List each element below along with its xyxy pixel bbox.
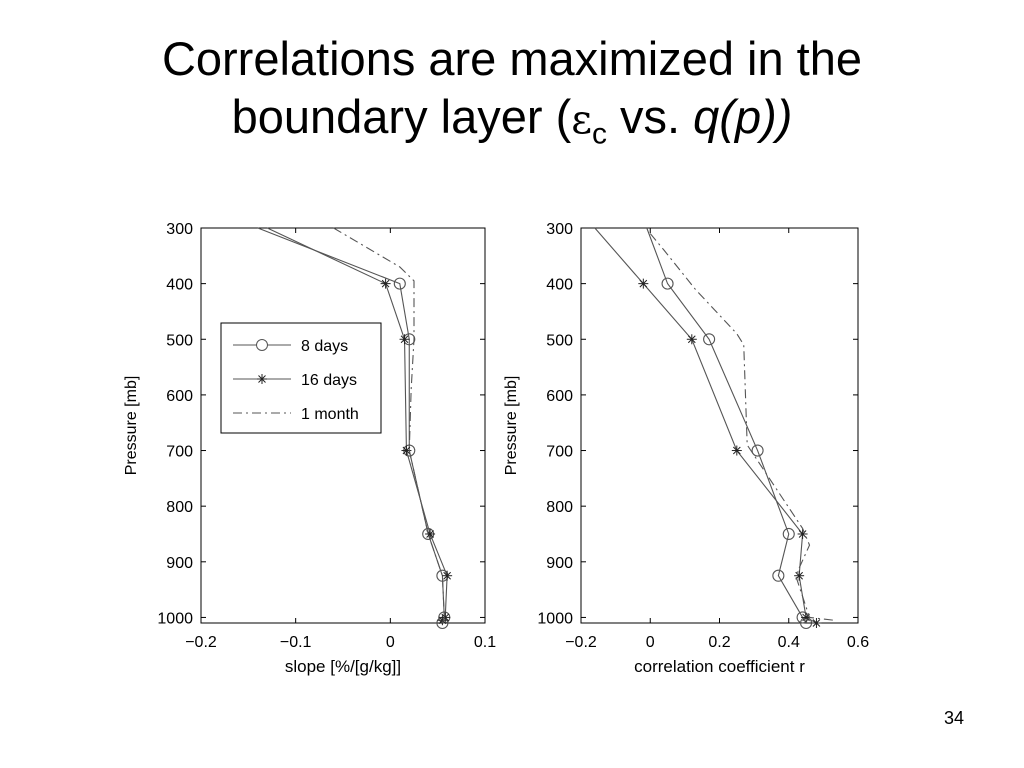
legend-label: 8 days [301, 338, 348, 355]
data-point-star [731, 445, 742, 456]
x-tick-label: 0.2 [708, 634, 730, 651]
data-point-star [638, 278, 649, 289]
x-axis-label: slope [%/[g/kg]] [285, 657, 401, 676]
x-tick-label: −0.1 [280, 634, 312, 651]
data-point-star [442, 570, 453, 581]
x-tick-label: 0 [386, 634, 395, 651]
legend-box [220, 322, 382, 434]
legend: 8 days 16 days 1 month [220, 322, 382, 434]
plot-frame [200, 227, 486, 624]
y-tick-label: 500 [546, 332, 573, 349]
x-tick-label: −0.2 [565, 634, 597, 651]
y-axis-label: Pressure [mb] [503, 376, 520, 476]
data-point-circle [751, 444, 764, 457]
title-vs: vs. [606, 90, 694, 143]
epsilon-symbol: ε [571, 97, 592, 143]
data-point-circle [703, 333, 716, 346]
title-variable: q(p)) [693, 90, 793, 143]
y-axis-label: Pressure [mb] [123, 376, 140, 476]
data-point-star [399, 334, 410, 345]
correlation-chart: −0.2 0 0.2 0.4 0.6 300 400 500 600 700 800 900 1000 c… [503, 221, 869, 676]
x-axis-label: correlation coefficient r [634, 657, 805, 676]
y-tick-label: 600 [166, 388, 193, 405]
y-tick-label: 300 [166, 221, 193, 238]
x-tick-label: 0.4 [778, 634, 800, 651]
y-tick-label: 1000 [157, 610, 193, 627]
data-point-circle [782, 527, 795, 541]
data-point-star [686, 334, 697, 345]
epsilon-subscript: c [591, 117, 607, 151]
series-line-8-days [646, 227, 807, 624]
series-line-16-days [594, 227, 817, 624]
x-tick-label: 0.6 [847, 634, 869, 651]
y-tick-label: 400 [546, 277, 573, 294]
y-tick-label: 1000 [537, 610, 573, 627]
series-line-1-month [333, 227, 445, 624]
series-line-1-month [649, 233, 834, 621]
data-point-star [797, 528, 808, 539]
x-tick-label: 0 [646, 634, 655, 651]
title-line-2-text: boundary layer ( [231, 90, 572, 143]
x-tick-label: −0.2 [185, 634, 217, 651]
y-tick-label: 700 [166, 444, 193, 461]
y-tick-label: 700 [546, 444, 573, 461]
title-line-1: Correlations are maximized in the [161, 32, 863, 85]
slide-title: Correlations are maximized in the bounda… [0, 30, 1024, 163]
y-tick-label: 600 [546, 388, 573, 405]
data-point-star [380, 278, 391, 289]
data-point-star [437, 615, 448, 626]
page-number: 34 [943, 708, 964, 728]
y-tick-label: 800 [546, 499, 573, 516]
y-tick-label: 800 [166, 499, 193, 516]
plot-frame [580, 227, 859, 624]
y-tick-label: 300 [546, 221, 573, 238]
y-tick-label: 900 [166, 555, 193, 572]
slope-chart: −0.2 −0.1 0 0.1 300 400 500 600 700 800 900 1000 slo… [123, 221, 496, 676]
legend-marker-circle [256, 339, 268, 351]
y-tick-label: 900 [546, 555, 573, 572]
data-point-circle [393, 277, 406, 290]
legend-label: 16 days [301, 372, 357, 389]
x-tick-label: 0.1 [474, 634, 496, 651]
y-tick-label: 400 [166, 277, 193, 294]
data-point-star [794, 570, 805, 581]
data-point-circle [772, 569, 785, 582]
title-line-2: boundary layer (εc vs. q(p)) [0, 88, 1024, 163]
legend-label: 1 month [301, 406, 359, 423]
data-point-circle [661, 277, 674, 290]
data-point-star [425, 528, 436, 539]
data-point-star [811, 618, 822, 628]
y-tick-label: 500 [166, 332, 193, 349]
